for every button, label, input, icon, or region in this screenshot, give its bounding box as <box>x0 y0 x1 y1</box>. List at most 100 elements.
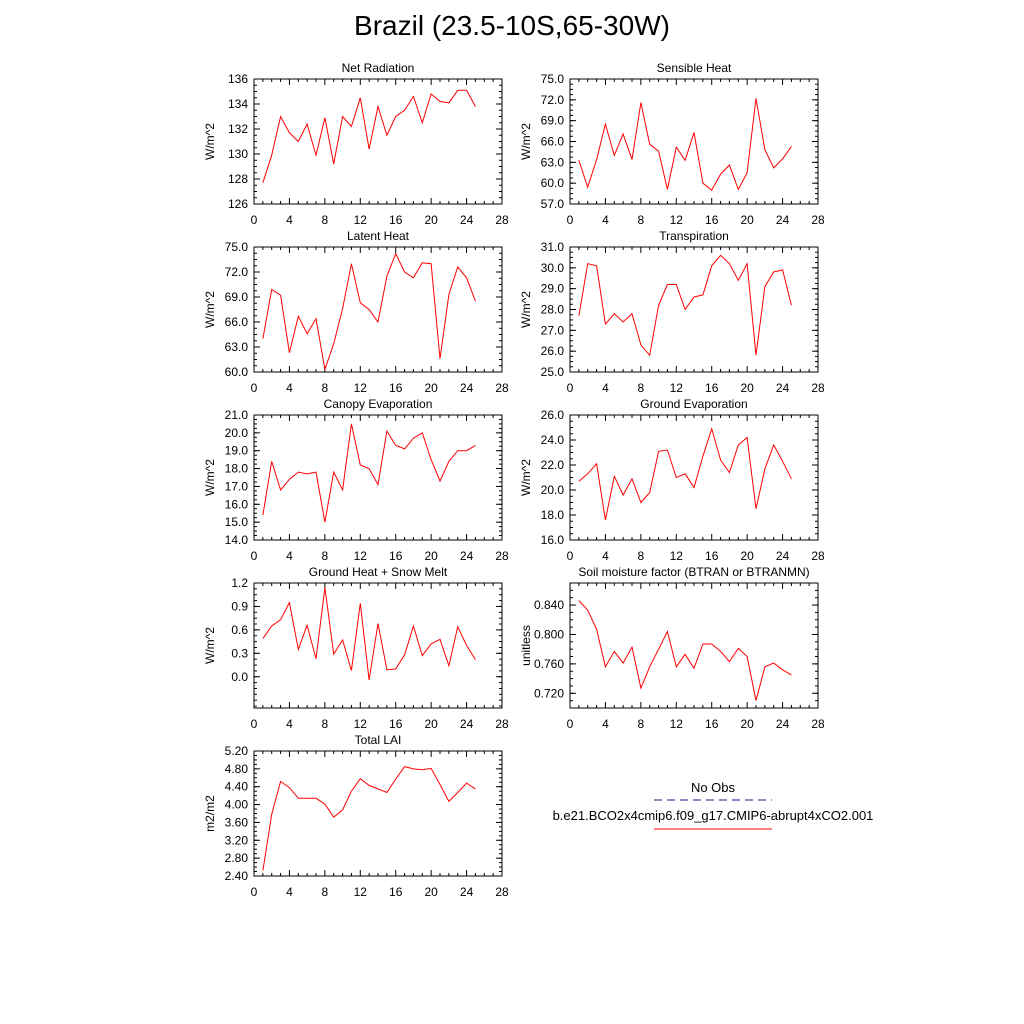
y-tick-label: 134 <box>228 97 248 111</box>
y-tick-label: 19.0 <box>225 444 249 458</box>
y-tick-label: 4.80 <box>225 762 249 776</box>
x-tick-label: 8 <box>638 381 645 395</box>
plot-frame <box>253 582 503 709</box>
y-tick-label: 0.6 <box>231 623 248 637</box>
y-tick-label: 66.0 <box>541 135 565 149</box>
x-tick-label: 4 <box>286 381 293 395</box>
x-tick-label: 0 <box>251 381 258 395</box>
series-line <box>262 766 476 871</box>
y-tick-label: 30.0 <box>541 261 565 275</box>
y-tick-label: 0.9 <box>231 599 248 613</box>
panel-title: Net Radiation <box>342 61 415 75</box>
chart-panel: 0 4 8 12 16 20 24 28 16.0 18.0 20.0 22.0 24.0 26.0 Gro… <box>519 397 825 563</box>
x-tick-label: 8 <box>638 717 645 731</box>
x-tick-label: 16 <box>705 381 719 395</box>
y-tick-label: 16.0 <box>225 497 249 511</box>
series-line <box>578 600 792 701</box>
x-tick-label: 28 <box>811 381 825 395</box>
x-tick-label: 28 <box>495 213 509 227</box>
series-line <box>578 427 792 521</box>
panel-title: Canopy Evaporation <box>324 397 433 411</box>
y-axis-label: W/m^2 <box>519 291 533 328</box>
chart-panel: 0 4 8 12 16 20 24 28 57.0 60.0 63.0 66.0 69.0 72.0 75.… <box>519 61 825 227</box>
x-tick-label: 28 <box>495 549 509 563</box>
x-tick-label: 4 <box>286 213 293 227</box>
y-tick-label: 72.0 <box>225 265 249 279</box>
y-tick-label: 16.0 <box>541 533 565 547</box>
series-line <box>262 89 476 183</box>
y-tick-label: 3.60 <box>225 815 249 829</box>
x-tick-label: 0 <box>251 885 258 899</box>
plot-frame <box>569 78 819 205</box>
panel-title: Ground Heat + Snow Melt <box>309 565 448 579</box>
x-tick-label: 16 <box>705 213 719 227</box>
y-tick-label: 2.80 <box>225 851 249 865</box>
x-tick-label: 8 <box>322 717 329 731</box>
y-tick-label: 0.720 <box>534 686 564 700</box>
x-tick-label: 0 <box>567 717 574 731</box>
series-line <box>578 98 792 191</box>
y-axis-label: W/m^2 <box>203 123 217 160</box>
x-tick-label: 24 <box>776 717 790 731</box>
x-tick-label: 12 <box>354 717 368 731</box>
x-tick-label: 4 <box>602 381 609 395</box>
y-tick-label: 136 <box>228 72 248 86</box>
y-tick-label: 63.0 <box>541 155 565 169</box>
chart-panel: 0 4 8 12 16 20 24 28 60.0 63.0 66.0 69.0 72.0 75.0 Lat… <box>203 229 509 395</box>
y-tick-label: 24.0 <box>541 433 565 447</box>
y-tick-label: 3.20 <box>225 833 249 847</box>
x-tick-label: 28 <box>495 381 509 395</box>
x-tick-label: 4 <box>602 213 609 227</box>
figure-title: Brazil (23.5-10S,65-30W) <box>354 10 670 41</box>
y-axis-label: W/m^2 <box>203 627 217 664</box>
y-tick-label: 75.0 <box>541 72 565 86</box>
panel-title: Latent Heat <box>347 229 410 243</box>
chart-panel: 0 4 8 12 16 20 24 28 25.0 26.0 27.0 28.0 29.0 30.0 31.… <box>519 229 825 395</box>
x-tick-label: 24 <box>460 885 474 899</box>
y-tick-label: 20.0 <box>225 426 249 440</box>
chart-panel: 0 4 8 12 16 20 24 28 0.720 0.760 0.800 0.840 Soil mo… <box>519 565 825 731</box>
x-tick-label: 8 <box>638 213 645 227</box>
y-tick-label: 0.800 <box>534 627 564 641</box>
x-tick-label: 20 <box>424 381 438 395</box>
y-tick-label: 2.40 <box>225 869 249 883</box>
x-tick-label: 24 <box>776 381 790 395</box>
x-tick-label: 12 <box>670 717 684 731</box>
x-tick-label: 24 <box>460 213 474 227</box>
y-tick-label: 5.20 <box>225 744 249 758</box>
x-tick-label: 8 <box>322 549 329 563</box>
x-tick-label: 28 <box>811 213 825 227</box>
series-line <box>262 587 476 680</box>
y-axis-label: W/m^2 <box>203 291 217 328</box>
x-tick-label: 12 <box>670 381 684 395</box>
y-tick-label: 26.0 <box>541 408 565 422</box>
x-tick-label: 28 <box>495 885 509 899</box>
y-axis-label: unitless <box>519 625 533 666</box>
y-tick-label: 126 <box>228 197 248 211</box>
x-tick-label: 20 <box>424 717 438 731</box>
plot-frame <box>253 78 503 205</box>
x-tick-label: 16 <box>705 549 719 563</box>
x-tick-label: 8 <box>322 885 329 899</box>
legend-label: b.e21.BCO2x4cmip6.f09_g17.CMIP6-abrupt4x… <box>553 808 874 823</box>
chart-panel: 0 4 8 12 16 20 24 28 2.40 2.80 3.20 3.60 4.00 4.40 4.8… <box>203 733 509 899</box>
x-tick-label: 4 <box>286 549 293 563</box>
y-tick-label: 57.0 <box>541 197 565 211</box>
x-tick-label: 28 <box>495 717 509 731</box>
y-tick-label: 22.0 <box>541 458 565 472</box>
x-tick-label: 8 <box>322 381 329 395</box>
y-tick-label: 25.0 <box>541 365 565 379</box>
panel-title: Transpiration <box>659 229 729 243</box>
y-tick-label: 69.0 <box>225 290 249 304</box>
y-tick-label: 31.0 <box>541 240 565 254</box>
panel-title: Soil moisture factor (BTRAN or BTRANMN) <box>578 565 809 579</box>
x-tick-label: 20 <box>740 213 754 227</box>
x-tick-label: 24 <box>460 549 474 563</box>
legend: No Obs b.e21.BCO2x4cmip6.f09_g17.CMIP6-ab… <box>553 780 874 830</box>
y-tick-label: 0.840 <box>534 598 564 612</box>
x-tick-label: 24 <box>776 213 790 227</box>
y-tick-label: 28.0 <box>541 303 565 317</box>
y-tick-label: 4.40 <box>225 780 249 794</box>
y-tick-label: 1.2 <box>231 576 248 590</box>
x-tick-label: 24 <box>460 717 474 731</box>
